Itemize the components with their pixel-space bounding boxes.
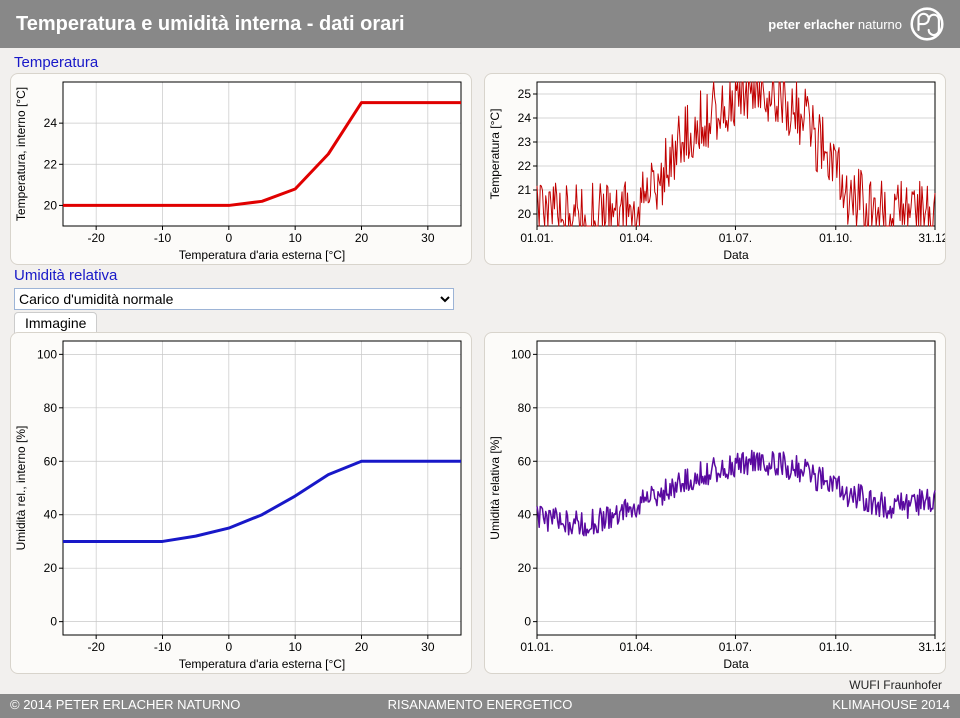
- svg-text:Temperatura d'aria esterna [°C: Temperatura d'aria esterna [°C]: [179, 657, 346, 671]
- svg-text:30: 30: [421, 231, 435, 245]
- svg-text:0: 0: [524, 615, 531, 629]
- svg-text:Temperatura d'aria esterna [°C: Temperatura d'aria esterna [°C]: [179, 248, 346, 262]
- svg-text:80: 80: [518, 401, 532, 415]
- svg-text:25: 25: [518, 87, 532, 101]
- chart-temp-ext-vs-int: 20 22 24 -20 -10 0 10 20 30 Temperatura, interno …: [11, 74, 471, 264]
- svg-text:Temperatura, interno [°C]: Temperatura, interno [°C]: [14, 87, 28, 221]
- chart-hum-time: 0 20 40 60 80 100 01.01. 01.04. 01.07. 01.10. 31.1…: [485, 333, 945, 673]
- chart-panel-hum-left: 0 20 40 60 80 100 -20 -10 0 10 20 30 Umidità rel., i…: [10, 332, 472, 674]
- main-area: Temperatura 20 22 24 -20 -10 0 10 20 30 Temperatu…: [0, 48, 960, 694]
- svg-text:-10: -10: [154, 640, 172, 654]
- tab-immagine[interactable]: Immagine: [14, 312, 97, 333]
- svg-text:24: 24: [44, 116, 58, 130]
- svg-text:24: 24: [518, 111, 532, 125]
- attribution-text: WUFI Fraunhofer: [849, 678, 942, 692]
- section-label-umidita: Umidità relativa: [14, 267, 950, 284]
- svg-text:31.12.: 31.12.: [918, 231, 945, 245]
- svg-text:100: 100: [37, 347, 57, 361]
- svg-text:01.04.: 01.04.: [620, 640, 653, 654]
- footer-bar: © 2014 PETER ERLACHER NATURNO RISANAMENT…: [0, 694, 960, 718]
- svg-text:-20: -20: [87, 640, 105, 654]
- svg-text:22: 22: [518, 159, 532, 173]
- svg-text:Data: Data: [723, 248, 749, 262]
- svg-text:01.10.: 01.10.: [819, 640, 852, 654]
- svg-text:Temperatura [°C]: Temperatura [°C]: [488, 109, 502, 200]
- svg-text:0: 0: [225, 640, 232, 654]
- svg-text:20: 20: [518, 561, 532, 575]
- svg-text:01.04.: 01.04.: [620, 231, 653, 245]
- svg-text:30: 30: [421, 640, 435, 654]
- svg-text:21: 21: [518, 183, 532, 197]
- svg-text:0: 0: [225, 231, 232, 245]
- svg-text:20: 20: [355, 640, 369, 654]
- svg-text:01.07.: 01.07.: [719, 231, 752, 245]
- svg-text:-20: -20: [87, 231, 105, 245]
- humidity-load-select[interactable]: Carico d'umidità normale: [14, 288, 454, 310]
- svg-text:0: 0: [50, 615, 57, 629]
- chart-panel-hum-right: 0 20 40 60 80 100 01.01. 01.04. 01.07. 01.10. 31.1…: [484, 332, 946, 674]
- section-label-temperatura: Temperatura: [14, 54, 950, 71]
- svg-text:01.10.: 01.10.: [819, 231, 852, 245]
- svg-text:-10: -10: [154, 231, 172, 245]
- brand-logo-icon: [910, 7, 944, 41]
- svg-text:10: 10: [288, 640, 302, 654]
- svg-text:20: 20: [44, 198, 58, 212]
- svg-text:23: 23: [518, 135, 532, 149]
- chart-temp-time: 20 21 22 23 24 25 01.01. 01.04. 01.07. 01.10. 31.1…: [485, 74, 945, 264]
- svg-text:100: 100: [511, 347, 531, 361]
- footer-right: KLIMAHOUSE 2014: [637, 697, 950, 715]
- page-title: Temperatura e umidità interna - dati ora…: [16, 13, 768, 36]
- svg-text:01.01.: 01.01.: [520, 231, 553, 245]
- svg-text:01.01.: 01.01.: [520, 640, 553, 654]
- svg-text:40: 40: [44, 508, 58, 522]
- svg-text:20: 20: [44, 561, 58, 575]
- svg-text:22: 22: [44, 157, 58, 171]
- chart-panel-temp-left: 20 22 24 -20 -10 0 10 20 30 Temperatura, interno …: [10, 73, 472, 265]
- footer-left: © 2014 PETER ERLACHER NATURNO: [10, 697, 323, 715]
- svg-text:10: 10: [288, 231, 302, 245]
- svg-text:01.07.: 01.07.: [719, 640, 752, 654]
- svg-text:80: 80: [44, 401, 58, 415]
- brand-text: peter erlacher naturno: [768, 17, 902, 32]
- svg-text:20: 20: [355, 231, 369, 245]
- svg-text:20: 20: [518, 207, 532, 221]
- svg-text:Umidità rel., interno [%]: Umidità rel., interno [%]: [14, 426, 28, 551]
- svg-text:60: 60: [518, 454, 532, 468]
- svg-text:40: 40: [518, 508, 532, 522]
- svg-text:60: 60: [44, 454, 58, 468]
- chart-hum-ext-vs-int: 0 20 40 60 80 100 -20 -10 0 10 20 30 Umidità rel., i…: [11, 333, 471, 673]
- footer-mid: RISANAMENTO ENERGETICO: [323, 697, 636, 715]
- header-bar: Temperatura e umidità interna - dati ora…: [0, 0, 960, 48]
- chart-panel-temp-right: 20 21 22 23 24 25 01.01. 01.04. 01.07. 01.10. 31.1…: [484, 73, 946, 265]
- svg-text:Umidità relativa [%]: Umidità relativa [%]: [488, 436, 502, 539]
- svg-text:Data: Data: [723, 657, 749, 671]
- svg-text:31.12.: 31.12.: [918, 640, 945, 654]
